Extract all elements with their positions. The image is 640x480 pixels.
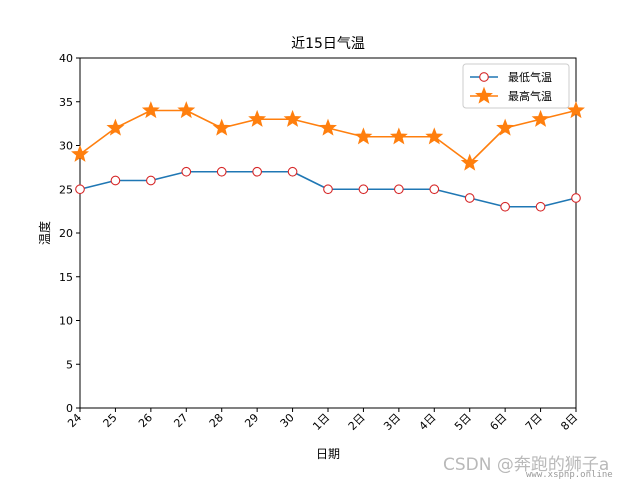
series-0 — [75, 166, 581, 212]
data-point — [212, 118, 231, 136]
data-point — [531, 109, 550, 127]
data-point — [500, 201, 510, 212]
site-watermark: www.xsphp.online — [526, 470, 613, 480]
csdn-watermark: CSDN @奔跑的狮子a — [443, 455, 610, 475]
x-tick-label: 2日 — [346, 411, 368, 433]
x-tick-label: 26 — [136, 411, 155, 430]
data-point — [460, 153, 479, 171]
data-point — [571, 193, 581, 203]
series-1 — [71, 101, 585, 171]
data-point — [389, 127, 408, 145]
data-point — [567, 101, 585, 119]
y-tick-label: 25 — [59, 183, 73, 196]
data-point — [464, 193, 475, 203]
chart-title: 近15日气温 — [291, 36, 365, 52]
data-point — [354, 127, 373, 145]
y-axis-label: 温度 — [37, 221, 52, 245]
y-tick-label: 30 — [59, 140, 73, 153]
data-point — [496, 118, 515, 136]
data-point — [177, 101, 196, 119]
x-axis: 24 25 26 27 28 29 30 1日 2日 3日 4日 5日 6日 7日 8日 — [65, 408, 580, 433]
data-point — [75, 184, 85, 195]
data-point — [110, 175, 121, 186]
y-tick-label: 35 — [59, 96, 73, 109]
data-point — [71, 144, 89, 162]
x-tick-label: 6日 — [487, 411, 509, 433]
legend-marker — [475, 86, 493, 104]
data-point — [252, 166, 262, 177]
data-point — [248, 109, 267, 127]
x-tick-label: 5日 — [452, 411, 474, 433]
x-axis-label: 日期 — [316, 447, 340, 461]
y-tick-label: 20 — [59, 227, 73, 240]
x-tick-label: 29 — [242, 411, 261, 430]
data-point — [141, 101, 160, 119]
data-point — [283, 109, 302, 127]
y-tick-label: 10 — [59, 315, 73, 328]
data-point — [535, 201, 546, 212]
x-tick-label: 25 — [101, 411, 120, 430]
legend-frame — [462, 63, 570, 109]
y-tick-label: 40 — [59, 52, 73, 65]
data-point — [181, 166, 192, 177]
y-tick-label: 5 — [66, 358, 73, 371]
legend-marker — [479, 72, 489, 82]
x-tick-label: 28 — [207, 411, 226, 430]
x-tick-label: 27 — [171, 411, 190, 430]
x-tick-label: 3日 — [381, 411, 403, 433]
x-tick-label: 7日 — [523, 411, 545, 433]
y-tick-label: 15 — [59, 271, 73, 284]
data-point — [287, 166, 298, 177]
x-tick-label: 4日 — [417, 411, 439, 433]
data-point — [425, 127, 444, 145]
data-point — [319, 118, 337, 136]
x-tick-label: 1日 — [310, 411, 332, 433]
data-point — [323, 184, 333, 195]
y-axis: 0 5 10 15 20 25 30 35 40 — [59, 52, 80, 415]
x-tick-label: 30 — [278, 411, 297, 430]
data-point — [106, 118, 125, 136]
series-line — [79, 109, 577, 164]
series-layer — [71, 101, 585, 212]
data-point — [429, 184, 440, 195]
data-point — [216, 166, 227, 177]
y-tick-label: 0 — [66, 402, 73, 415]
data-point — [358, 184, 369, 195]
legend-label: 最低气温 — [508, 70, 552, 84]
legend-label: 最高气温 — [508, 89, 552, 103]
data-point — [146, 175, 156, 186]
x-tick-label: 8日 — [558, 411, 580, 433]
data-point — [394, 184, 404, 195]
